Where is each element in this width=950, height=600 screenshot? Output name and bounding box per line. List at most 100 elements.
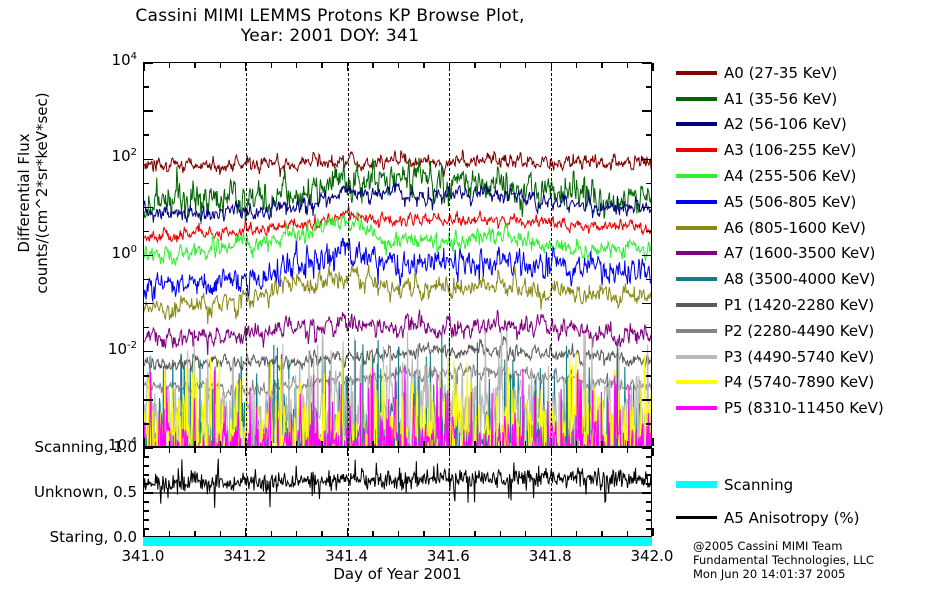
status-legend-label: A5 Anisotropy (%) — [724, 508, 860, 527]
gridline-vertical — [347, 63, 349, 446]
flux-series — [144, 264, 651, 325]
legend-label: P3 (4490-5740 KeV) — [724, 347, 875, 366]
x-tick-minor — [525, 63, 527, 68]
aniso-x-tick — [245, 528, 247, 536]
legend-item[interactable]: A0 (27-35 KeV) — [676, 60, 950, 86]
legend-item[interactable]: A7 (1600-3500 KeV) — [676, 241, 950, 267]
legend-item[interactable]: P4 (5740-7890 KeV) — [676, 370, 950, 396]
y-tick-major — [144, 158, 153, 160]
aniso-x-tick-minor — [321, 448, 323, 453]
status-legend-item[interactable]: A5 Anisotropy (%) — [676, 501, 950, 534]
legend-color-swatch — [676, 328, 717, 333]
legend-color-swatch — [676, 70, 717, 75]
aniso-x-tick-minor — [423, 448, 425, 453]
legend-item[interactable]: P2 (2280-4490 KeV) — [676, 318, 950, 344]
aniso-y-tick-minor — [646, 474, 651, 476]
x-tick-minor — [499, 63, 501, 68]
legend-label: P5 (8310-11450 KeV) — [724, 399, 884, 418]
aniso-x-tick — [346, 448, 349, 456]
x-tick-minor — [474, 63, 476, 68]
y-tick-major — [144, 110, 153, 112]
anisotropy-y-label: Scanning, 1.0 — [34, 438, 137, 456]
aniso-y-tick-minor — [144, 528, 149, 530]
aniso-x-tick-minor — [397, 448, 400, 453]
x-tick-minor — [270, 63, 272, 68]
aniso-x-tick-minor — [397, 531, 400, 536]
flux-series — [144, 237, 651, 302]
legend-label: A2 (56-106 KeV) — [724, 115, 847, 134]
legend-label: P4 (5740-7890 KeV) — [724, 373, 875, 392]
x-tick-label: 342.0 — [630, 547, 674, 565]
y-tick-minor — [144, 326, 149, 329]
aniso-x-tick-minor — [321, 531, 323, 536]
y-tick-major — [642, 62, 651, 64]
y-tick-label: 10-4 — [0, 436, 137, 454]
legend-label: P1 (1420-2280 KeV) — [724, 296, 875, 315]
legend-item[interactable]: A3 (106-255 KeV) — [676, 137, 950, 163]
y-tick-exponent: -2 — [127, 339, 137, 351]
legend-color-swatch — [676, 380, 717, 385]
aniso-x-tick-minor — [575, 531, 578, 536]
y-tick-minor — [144, 278, 149, 281]
legend-item[interactable]: P3 (4490-5740 KeV) — [676, 344, 950, 370]
y-tick-mantissa: 10 — [111, 51, 131, 69]
x-tick-minor — [219, 63, 222, 68]
legend-color-swatch — [676, 122, 717, 127]
gridline-vertical — [245, 448, 247, 536]
legend-item[interactable]: A8 (3500-4000 KeV) — [676, 266, 950, 292]
x-tick-minor — [168, 441, 171, 446]
aniso-x-tick-minor — [372, 448, 374, 453]
legend-item[interactable]: A2 (56-106 KeV) — [676, 112, 950, 138]
status-legend-item[interactable]: Scanning — [676, 468, 950, 501]
aniso-x-tick-minor — [219, 448, 222, 453]
anisotropy-plot — [143, 447, 654, 539]
legend-item[interactable]: P5 (8310-11450 KeV) — [676, 395, 950, 421]
y-tick-minor — [646, 423, 651, 425]
x-tick-minor — [219, 441, 222, 446]
legend-item[interactable]: P1 (1420-2280 KeV) — [676, 292, 950, 318]
aniso-x-tick-minor — [474, 448, 476, 453]
anisotropy-y-label: Unknown, 0.5 — [33, 483, 137, 501]
legend-color-swatch — [676, 225, 717, 230]
x-tick-minor — [525, 441, 527, 446]
legend-label: A6 (805-1600 KeV) — [724, 218, 866, 237]
flux-series — [144, 309, 651, 356]
y-tick-major — [144, 206, 153, 209]
legend-item[interactable]: A4 (255-506 KeV) — [676, 163, 950, 189]
aniso-x-tick-minor — [575, 448, 578, 453]
aniso-x-tick-minor — [270, 531, 272, 536]
aniso-x-tick-minor — [168, 448, 171, 453]
y-tick-major — [642, 399, 651, 401]
aniso-x-tick-minor — [296, 531, 298, 536]
gridline-vertical — [347, 448, 349, 536]
legend-item[interactable]: A6 (805-1600 KeV) — [676, 215, 950, 241]
y-tick-major — [642, 158, 651, 160]
x-tick-major — [550, 438, 552, 446]
y-tick-mantissa: 10 — [107, 436, 128, 454]
legend-item[interactable]: A5 (506-805 KeV) — [676, 189, 950, 215]
x-tick-major — [652, 63, 654, 71]
legend-item[interactable]: A1 (35-56 KeV) — [676, 86, 950, 112]
aniso-x-tick-minor — [499, 448, 501, 453]
y-tick-minor — [144, 423, 149, 425]
main-plot-canvas — [144, 63, 651, 446]
aniso-y-tick-minor — [144, 519, 149, 521]
aniso-x-tick — [448, 528, 451, 536]
y-tick-major — [144, 302, 153, 305]
legend-color-swatch — [676, 96, 717, 101]
y-tick-minor — [646, 326, 651, 329]
y-tick-minor — [646, 375, 651, 377]
y-tick-major — [144, 399, 153, 401]
title-line-2: Year: 2001 DOY: 341 — [240, 26, 420, 47]
y-tick-major — [642, 254, 651, 257]
aniso-x-tick-minor — [474, 531, 476, 536]
y-tick-minor — [144, 86, 149, 88]
x-tick-major — [245, 438, 247, 446]
status-legend-swatch — [676, 481, 717, 488]
x-tick-minor — [499, 441, 501, 446]
aniso-x-tick — [143, 448, 145, 456]
y-tick-label: 104 — [0, 51, 137, 69]
aniso-x-tick-minor — [626, 531, 629, 536]
y-tick-minor — [646, 230, 651, 233]
aniso-x-tick-minor — [372, 531, 374, 536]
